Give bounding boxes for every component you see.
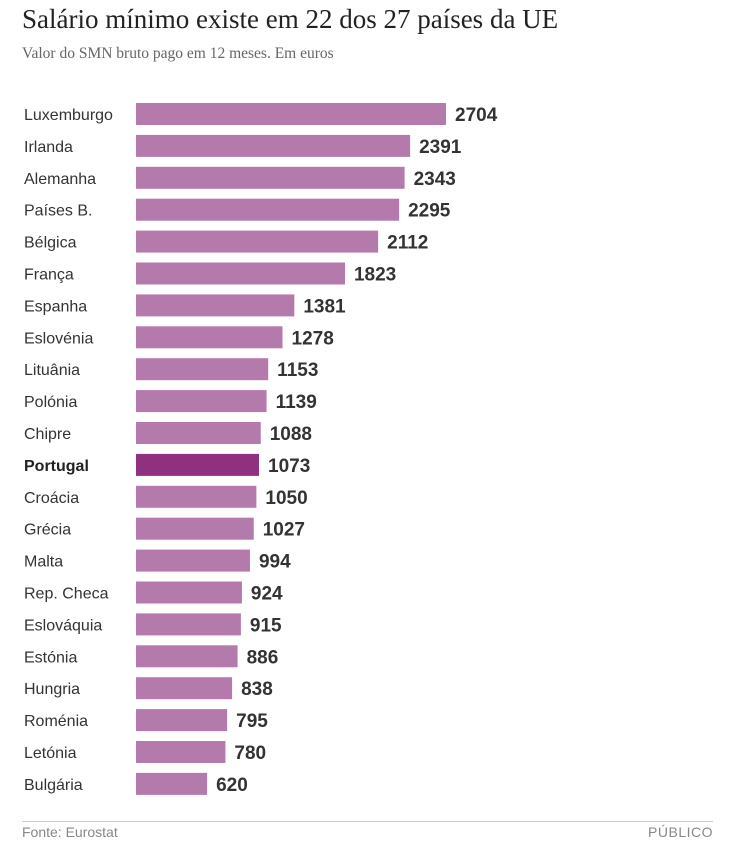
category-label-bulgária: Bulgária xyxy=(24,777,83,794)
bar-bulgária xyxy=(136,772,208,795)
bar-luxemburgo xyxy=(136,103,446,125)
footer-divider xyxy=(22,821,713,822)
category-label-frança: França xyxy=(24,267,74,284)
bar-rep-checa xyxy=(136,581,242,604)
bar-países-b- xyxy=(136,198,400,221)
category-label-polónia: Polónia xyxy=(24,394,77,411)
category-label-eslováquia: Eslováquia xyxy=(24,617,102,634)
value-label-letónia: 780 xyxy=(234,743,266,764)
bar-portugal xyxy=(136,453,260,476)
category-label-chipre: Chipre xyxy=(24,426,71,443)
category-label-hungria: Hungria xyxy=(24,681,80,698)
category-label-bélgica: Bélgica xyxy=(24,235,77,252)
bar-polónia xyxy=(136,390,267,413)
category-label-portugal: Portugal xyxy=(24,458,89,475)
category-label-letónia: Letónia xyxy=(24,745,77,762)
value-label-hungria: 838 xyxy=(241,679,273,700)
publisher-logo: PÚBLICO xyxy=(648,824,713,840)
bar-espanha xyxy=(136,294,295,317)
value-label-eslováquia: 915 xyxy=(250,615,282,636)
category-label-luxemburgo: Luxemburgo xyxy=(24,107,113,124)
bar-chipre xyxy=(136,422,261,444)
bar-lituânia xyxy=(136,358,269,381)
value-label-malta: 994 xyxy=(259,552,291,573)
category-label-espanha: Espanha xyxy=(24,298,87,315)
category-label-rep-checa: Rep. Checa xyxy=(24,586,109,603)
bar-hungria xyxy=(136,677,233,700)
value-label-lituânia: 1153 xyxy=(277,360,318,381)
category-label-eslovénia: Eslovénia xyxy=(24,330,93,347)
chart-subtitle: Valor do SMN bruto pago em 12 meses. Em … xyxy=(22,45,334,62)
category-label-alemanha: Alemanha xyxy=(24,171,96,188)
value-label-irlanda: 2391 xyxy=(419,137,462,158)
value-label-bulgária: 620 xyxy=(216,775,248,796)
bar-roménia xyxy=(136,709,228,732)
bar-letónia xyxy=(136,741,226,763)
source-note: Fonte: Eurostat xyxy=(22,824,118,840)
value-label-luxemburgo: 2704 xyxy=(455,105,498,126)
value-label-eslovénia: 1278 xyxy=(292,328,334,349)
bar-eslovénia xyxy=(136,326,283,349)
value-label-alemanha: 2343 xyxy=(414,169,456,190)
bar-alemanha xyxy=(136,166,405,189)
bar-grécia xyxy=(136,517,254,540)
value-label-grécia: 1027 xyxy=(263,520,305,541)
category-label-irlanda: Irlanda xyxy=(24,139,73,156)
value-label-bélgica: 2112 xyxy=(387,233,428,254)
value-label-frança: 1823 xyxy=(354,265,396,286)
category-label-croácia: Croácia xyxy=(24,490,79,507)
bar-bélgica xyxy=(136,230,379,253)
bar-irlanda xyxy=(136,134,411,157)
category-label-lituânia: Lituânia xyxy=(24,362,80,379)
category-label-roménia: Roménia xyxy=(24,713,88,730)
value-label-chipre: 1088 xyxy=(270,424,312,445)
value-label-polónia: 1139 xyxy=(276,392,317,413)
category-label-países-b-: Países B. xyxy=(24,203,92,220)
category-label-malta: Malta xyxy=(24,554,63,571)
value-label-países-b-: 2295 xyxy=(408,201,451,222)
chart-title: Salário mínimo existe em 22 dos 27 paíse… xyxy=(22,4,559,34)
bar-eslováquia xyxy=(136,613,241,636)
bar-frança xyxy=(136,262,345,285)
category-label-grécia: Grécia xyxy=(24,522,71,539)
category-label-estónia: Estónia xyxy=(24,649,77,666)
bar-chart: Luxemburgo 2704 Irlanda 2391 Alemanha 2343 Paí… xyxy=(24,103,498,796)
value-label-estónia: 886 xyxy=(247,647,279,668)
value-label-rep-checa: 924 xyxy=(251,584,283,605)
value-label-croácia: 1050 xyxy=(265,488,307,509)
value-label-espanha: 1381 xyxy=(303,296,346,317)
value-label-portugal: 1073 xyxy=(268,456,310,477)
bar-croácia xyxy=(136,485,257,508)
bar-estónia xyxy=(136,645,238,668)
value-label-roménia: 795 xyxy=(236,711,268,732)
bar-malta xyxy=(136,549,250,572)
